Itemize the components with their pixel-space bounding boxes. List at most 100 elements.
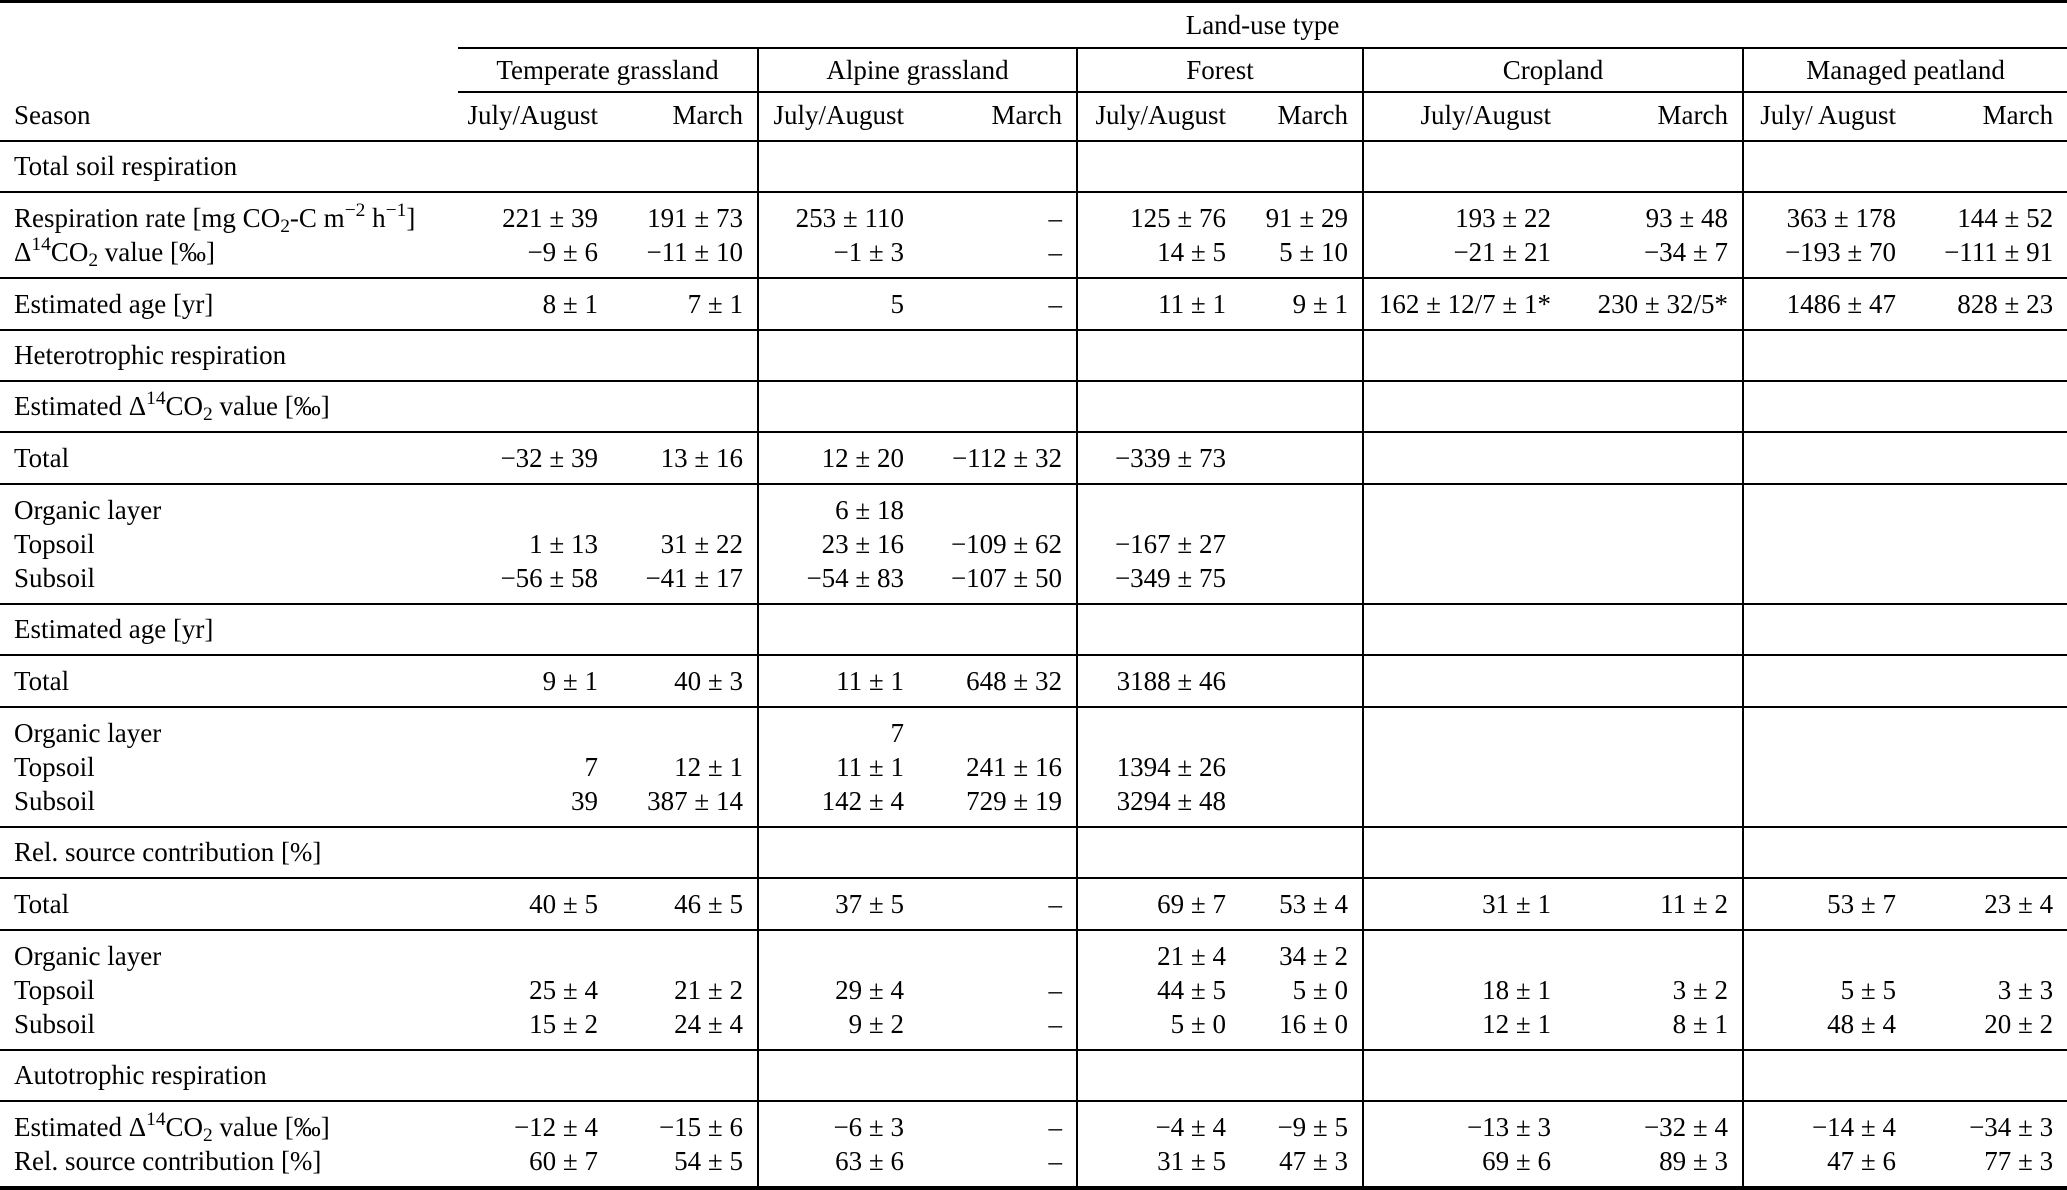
value-cell [757,380,918,432]
value-cell [1910,654,2067,707]
value-cell [1910,826,2067,878]
row-label: Respiration rate [mg CO2-C m−2 h−1] [0,191,458,237]
column-header: March [918,92,1077,142]
value-cell: – [1048,975,1063,1005]
value-cell [1565,483,1743,527]
value-cell: −21 ± 21 [1362,235,1565,278]
column-header: July/August [458,92,612,142]
value-cell: 5 ± 10 [1279,237,1348,267]
value-cell: 7 ± 1 [612,277,758,330]
value-cell: – [918,191,1077,235]
value-cell: – [918,877,1077,930]
value-cell: −9 ± 5 [1240,1100,1363,1144]
value-cell [757,603,918,655]
value-cell: 46 ± 5 [612,877,758,930]
section-row: Estimated age [yr] [0,603,2067,655]
value-cell [1240,603,1363,655]
value-cell: 241 ± 16 [966,752,1062,782]
row-label: Subsoil [14,1009,96,1039]
row-label: Topsoil [14,752,95,782]
table-row: Organic layer 21 ± 4 34 ± 2 [0,929,2067,973]
table-row: Topsoil 7 12 ± 1 11 ± 1 241 ± 16 1394 ± 26 [0,750,2067,784]
value-cell [1076,380,1240,432]
value-cell: 44 ± 5 [1076,973,1240,1007]
table-row: Total −32 ± 39 13 ± 16 12 ± 20 −112 ± 32 −339… [0,431,2067,484]
value-cell: 3 ± 3 [1997,975,2054,1005]
value-cell [458,380,612,432]
row-label: Subsoil [14,786,96,816]
value-cell: 31 ± 1 [1362,877,1565,930]
value-cell [1076,1049,1240,1101]
value-cell: 162 ± 12/7 ± 1* [1362,277,1565,330]
value-cell [1362,826,1565,878]
value-cell: 193 ± 22 [1362,191,1565,235]
value-cell: 3294 ± 48 [1076,784,1240,827]
value-cell: 54 ± 5 [674,1146,743,1176]
value-cell [1076,603,1240,655]
value-cell [1240,826,1363,878]
value-cell: 221 ± 39 [458,191,612,235]
value-cell [612,706,758,750]
value-cell [1240,561,1363,604]
value-cell: 11 ± 1 [757,750,918,784]
value-cell [1362,329,1565,381]
value-cell: −167 ± 27 [1076,527,1240,561]
value-cell [1362,929,1565,973]
value-cell: 40 ± 5 [458,877,612,930]
table-row: Δ14CO2 value [‰] −9 ± 6 −11 ± 10 −1 ± 3 –14 … [0,235,2067,278]
value-cell: 53 ± 4 [1240,877,1363,930]
table-row: Subsoil 39 387 ± 14 142 ± 4 729 ± 19 3294 ± 4… [0,784,2067,827]
value-cell [1910,929,2067,973]
value-cell: 729 ± 19 [966,786,1062,816]
value-cell [1362,431,1565,484]
row-label: Organic layer [0,706,458,750]
value-cell: −56 ± 58 [500,563,598,593]
value-cell [1362,527,1565,561]
value-cell: −11 ± 10 [646,237,743,267]
value-cell [1240,431,1363,484]
value-cell [757,140,918,192]
table-row: Subsoil 15 ± 2 24 ± 4 9 ± 2 –5 ± 0 16 ± 0 12 ±… [0,1007,2067,1050]
table-row: Respiration rate [mg CO2-C m−2 h−1] 221 ±… [0,191,2067,237]
value-cell [918,380,1077,432]
table-row: Rel. source contribution [%] 60 ± 7 54 ± 5… [0,1144,2067,1188]
value-cell: 77 ± 3 [1984,1146,2054,1176]
value-cell [612,380,758,432]
value-cell [1910,140,2067,192]
value-cell [1240,654,1363,707]
value-cell: −193 ± 70 [1742,235,1910,278]
value-cell: 8 ± 1 [1672,1009,1728,1039]
value-cell [1076,706,1240,750]
corner-cell [0,48,458,92]
value-cell: 63 ± 6 [757,1144,918,1188]
value-cell [1565,784,1743,827]
table-row: Organic layer 6 ± 18 [0,483,2067,527]
table-row: Total 40 ± 5 46 ± 5 37 ± 5–69 ± 7 53 ± 4 31 ±… [0,877,2067,930]
value-cell [1240,380,1363,432]
value-cell: – [918,1100,1077,1144]
value-cell: – [1048,1009,1063,1039]
table-row: Topsoil 25 ± 4 21 ± 2 29 ± 4 –44 ± 5 5 ± 0 18 … [0,973,2067,1007]
value-cell [612,1049,758,1101]
group-header: Cropland [1362,48,1743,93]
value-cell: 1 ± 13 [529,529,598,559]
value-cell [918,1049,1077,1101]
value-cell: 12 ± 1 [674,752,743,782]
table-row: Total 9 ± 1 40 ± 3 11 ± 1 648 ± 32 3188 ± 46 [0,654,2067,707]
value-cell [1565,706,1743,750]
value-cell [1565,527,1743,561]
value-cell [1565,329,1743,381]
value-cell: 12 ± 20 [757,431,918,484]
group-header-row: Temperate grassland Alpine grassland Fores… [0,48,2067,93]
value-cell [1742,706,1910,750]
row-label: Δ14CO2 value [‰] [14,234,215,272]
row-label: Rel. source contribution [%] [0,826,458,878]
value-cell [1742,750,1910,784]
section-row: Rel. source contribution [%] [0,826,2067,878]
row-label: Organic layer [0,929,458,973]
value-cell [1910,527,2067,561]
value-cell [1742,929,1910,973]
value-cell [1910,431,2067,484]
spanner-header: Land-use type [458,1,2067,49]
